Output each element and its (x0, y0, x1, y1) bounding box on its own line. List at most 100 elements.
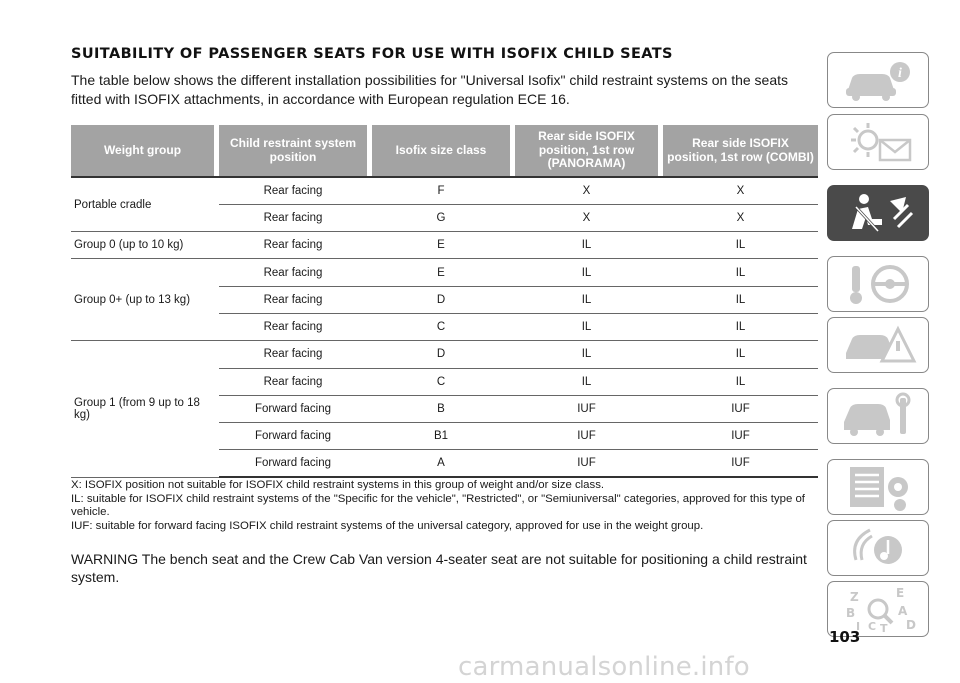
restraint-position-cell: Rear facing (219, 313, 367, 342)
combi-cell: IUF (663, 422, 818, 451)
combi-cell: X (663, 204, 818, 233)
table-row: Forward facing A IUF IUF (71, 449, 818, 479)
restraint-position-cell: Forward facing (219, 395, 367, 424)
cell-gap (510, 422, 515, 451)
cell-gap (367, 422, 372, 451)
table-row: Group 0 (up to 10 kg) Rear facing E IL IL (71, 231, 818, 260)
header-gap (214, 125, 219, 178)
index-letters-icon: Z E B A I C T D (846, 586, 916, 633)
cell-gap (367, 204, 372, 233)
cell-gap (658, 286, 663, 314)
warning-text: WARNING The bench seat and the Crew Cab … (71, 551, 807, 585)
weight-group-cell: Group 0+ (up to 13 kg) (71, 258, 214, 342)
cell-gap (658, 395, 663, 424)
cell-gap (510, 177, 515, 205)
column-header: Isofix size class (372, 125, 510, 178)
warning-lights-icon (851, 123, 912, 162)
car-emergency-icon (846, 325, 917, 363)
car-service-icon (844, 392, 911, 436)
tab-maintenance[interactable] (827, 388, 929, 444)
cell-gap (510, 449, 515, 479)
size-class-cell: B (372, 395, 510, 424)
index-letter: E (896, 586, 904, 600)
panorama-cell: IL (515, 286, 658, 314)
column-header: Weight group (71, 125, 214, 178)
cell-gap (658, 368, 663, 396)
tab-index[interactable]: Z E B A I C T D (827, 581, 929, 637)
index-letter: A (898, 604, 908, 618)
table-row: Portable cradle Rear facing F X X (71, 177, 818, 233)
cell-gap (367, 449, 372, 479)
watermark: carmanualsonline.info (458, 652, 750, 682)
cell-gap (367, 258, 372, 287)
combi-cell: IUF (663, 395, 818, 424)
table-notes: X: ISOFIX position not suitable for ISOF… (71, 479, 821, 533)
table-body: Portable cradle Rear facing F X X Rear facing… (71, 177, 818, 479)
cell-gap (214, 258, 219, 342)
table-row: Rear facing C IL IL (71, 368, 818, 396)
panorama-cell: IL (515, 368, 658, 396)
column-header: Child restraint system position (219, 125, 367, 178)
column-header: Rear side ISOFIX position, 1st row (PANO… (515, 125, 658, 178)
tab-starting-driving[interactable] (827, 256, 929, 312)
svg-text:i: i (898, 66, 902, 81)
specs-gear-icon (850, 467, 908, 511)
cell-gap (510, 286, 515, 314)
cell-gap (510, 395, 515, 424)
combi-cell: IUF (663, 449, 818, 479)
restraint-position-cell: Rear facing (219, 368, 367, 396)
cell-gap (658, 177, 663, 205)
cell-gap (658, 313, 663, 342)
cell-gap (367, 231, 372, 260)
intro-paragraph: The table below shows the different inst… (71, 72, 789, 107)
combi-cell: IL (663, 313, 818, 342)
size-class-cell: C (372, 368, 510, 396)
size-class-cell: F (372, 177, 510, 205)
panorama-cell: IL (515, 313, 658, 342)
car-info-icon: i (846, 62, 910, 101)
cell-gap (510, 258, 515, 287)
table-row: Rear facing G X X (71, 204, 818, 233)
cell-gap (510, 313, 515, 342)
combi-cell: IL (663, 258, 818, 287)
size-class-cell: G (372, 204, 510, 233)
cell-gap (367, 177, 372, 205)
table-header-row: Weight group Child restraint system posit… (71, 125, 818, 178)
panorama-cell: IL (515, 340, 658, 369)
cell-gap (367, 286, 372, 314)
cell-gap (658, 422, 663, 451)
index-letter: C (868, 620, 876, 633)
restraint-position-cell: Rear facing (219, 258, 367, 287)
cell-gap (214, 177, 219, 233)
header-gap (367, 125, 372, 178)
restraint-position-cell: Forward facing (219, 449, 367, 479)
cell-gap (510, 231, 515, 260)
key-steering-icon (850, 265, 909, 304)
page-title: SUITABILITY OF PASSENGER SEATS FOR USE W… (71, 46, 673, 62)
tab-emergency[interactable] (827, 317, 929, 373)
combi-cell: IL (663, 231, 818, 260)
panorama-cell: X (515, 177, 658, 205)
index-letter: D (906, 618, 916, 632)
size-class-cell: E (372, 231, 510, 260)
tab-warning-lights[interactable] (827, 114, 929, 170)
tab-car-info[interactable]: i (827, 52, 929, 108)
combi-cell: X (663, 177, 818, 205)
cell-gap (367, 340, 372, 369)
restraint-position-cell: Rear facing (219, 204, 367, 233)
cell-gap (367, 313, 372, 342)
header-gap (510, 125, 515, 178)
column-header: Rear side ISOFIX position, 1st row (COMB… (663, 125, 818, 178)
multimedia-icon (853, 528, 902, 564)
tab-multimedia[interactable] (827, 520, 929, 576)
restraint-position-cell: Rear facing (219, 340, 367, 369)
table-row: Group 1 (from 9 up to 18 kg) Rear facing D… (71, 340, 818, 478)
panorama-cell: IUF (515, 395, 658, 424)
cell-gap (658, 231, 663, 260)
tab-technical-data[interactable] (827, 459, 929, 515)
note-iuf: IUF: suitable for forward facing ISOFIX … (71, 519, 704, 532)
cell-gap (510, 368, 515, 396)
page-number: 103 (829, 628, 861, 646)
cell-gap (214, 340, 219, 478)
tab-seats-safety[interactable] (827, 185, 929, 241)
